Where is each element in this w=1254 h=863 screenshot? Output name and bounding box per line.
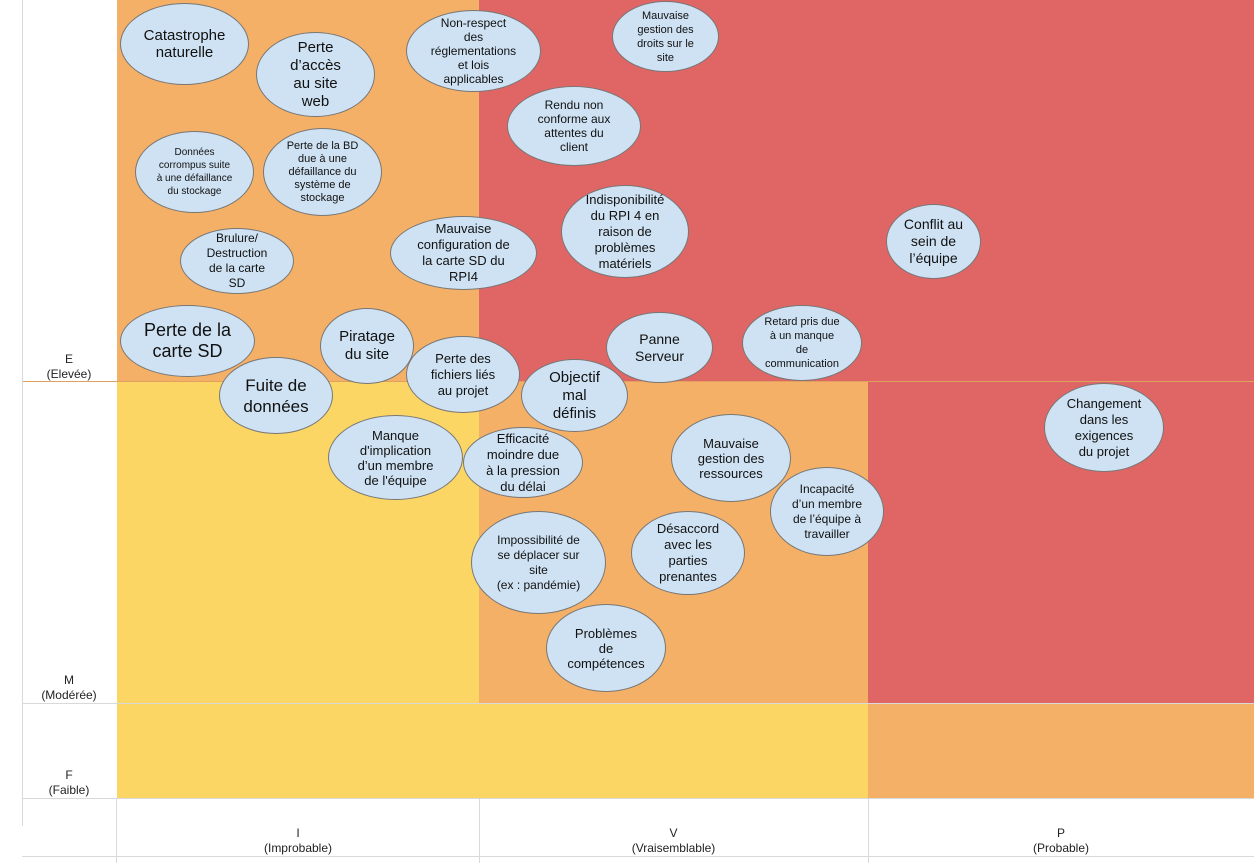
risk-bubble-rendu-non-conforme: Rendu non conforme aux attentes du clien… [507, 86, 641, 166]
risk-bubble-perte-fichiers: Perte des fichiers liés au projet [406, 336, 520, 413]
cell-faible-vraisemblable [479, 703, 868, 798]
risk-bubble-catastrophe: Catastrophe naturelle [120, 3, 249, 85]
risk-bubble-gestion-ressources: Mauvaise gestion des ressources [671, 414, 791, 502]
grid-line [22, 798, 1254, 799]
risk-bubble-fuite-donnees: Fuite de données [219, 357, 333, 434]
risk-bubble-perte-bd: Perte de la BD due à une défaillance du … [263, 128, 382, 216]
grid-line [22, 381, 1254, 382]
risk-bubble-retard-communication: Retard pris due à un manque de communica… [742, 305, 862, 381]
grid-line [479, 798, 480, 863]
cell-elevee-probable [868, 0, 1254, 382]
grid-line [116, 798, 117, 863]
risk-bubble-conflit: Conflit au sein de l’équipe [886, 204, 981, 279]
risk-bubble-panne-serveur: Panne Serveur [606, 312, 713, 383]
risk-bubble-changement-exigences: Changement dans les exigences du projet [1044, 383, 1164, 472]
risk-bubble-indispo-rpi: Indisponibilité du RPI 4 en raison de pr… [561, 185, 689, 278]
x-axis-vraisemblable: V (Vraisemblable) [479, 826, 868, 856]
risk-bubble-impossibilite-deplacer: Impossibilité de se déplacer sur site (e… [471, 511, 606, 614]
risk-bubble-problemes-competences: Problèmes de compétences [546, 604, 666, 692]
grid-line [22, 856, 1254, 857]
y-axis-text: (Modérée) [41, 688, 97, 702]
x-axis-code: P [1056, 826, 1065, 840]
risk-bubble-piratage: Piratage du site [320, 308, 414, 384]
risk-bubble-manque-implication: Manque d'implication d’un membre de l'éq… [328, 415, 463, 500]
y-axis-faible: F (Faible) [22, 768, 116, 798]
y-axis-text: (Elevée) [46, 367, 92, 381]
x-axis-text: (Probable) [1032, 841, 1090, 855]
risk-bubble-incapacite-membre: Incapacité d’un membre de l’équipe à tra… [770, 467, 884, 556]
risk-bubble-desaccord: Désaccord avec les parties prenantes [631, 511, 745, 595]
y-axis-code: F [65, 768, 73, 782]
y-axis-elevee: E (Elevée) [22, 352, 116, 382]
y-axis-code: M [64, 673, 74, 687]
x-axis-text: (Vraisemblable) [631, 841, 716, 855]
x-axis-text: (Improbable) [263, 841, 333, 855]
x-axis-improbable: I (Improbable) [117, 826, 479, 856]
risk-bubble-perte-sd: Perte de la carte SD [120, 305, 255, 377]
y-axis-code: E [64, 352, 73, 366]
cell-faible-probable [868, 703, 1254, 798]
x-axis-code: V [669, 826, 678, 840]
risk-bubble-donnees-corrompues: Données corrompus suite à une défaillanc… [135, 131, 254, 213]
cell-faible-improbable [117, 703, 479, 798]
risk-bubble-objectif-mal-definis: Objectif mal définis [521, 359, 628, 432]
risk-bubble-non-respect: Non-respect des réglementations et lois … [406, 10, 541, 92]
risk-bubble-brulure-sd: Brulure/ Destruction de la carte SD [180, 228, 294, 294]
grid-line [22, 703, 1254, 704]
y-axis-text: (Faible) [48, 783, 90, 797]
risk-bubble-perte-acces-web: Perte d’accès au site web [256, 32, 375, 117]
y-axis-moderee: M (Modérée) [22, 673, 116, 703]
grid-line [22, 0, 23, 826]
x-axis-probable: P (Probable) [868, 826, 1254, 856]
grid-line [868, 798, 869, 863]
risk-bubble-efficacite-moindre: Efficacité moindre due à la pression du … [463, 427, 583, 498]
risk-bubble-config-sd: Mauvaise configuration de la carte SD du… [390, 216, 537, 290]
risk-bubble-gestion-droits: Mauvaise gestion des droits sur le site [612, 1, 719, 72]
x-axis-code: I [296, 826, 300, 840]
